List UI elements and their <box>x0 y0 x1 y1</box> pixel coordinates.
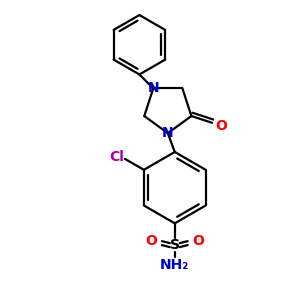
Text: N: N <box>148 81 159 95</box>
Text: O: O <box>216 119 227 133</box>
Text: NH₂: NH₂ <box>160 258 189 272</box>
Text: O: O <box>145 234 157 248</box>
Text: N: N <box>162 126 174 140</box>
Text: Cl: Cl <box>110 150 124 164</box>
Text: O: O <box>193 234 205 248</box>
Text: S: S <box>170 238 180 252</box>
